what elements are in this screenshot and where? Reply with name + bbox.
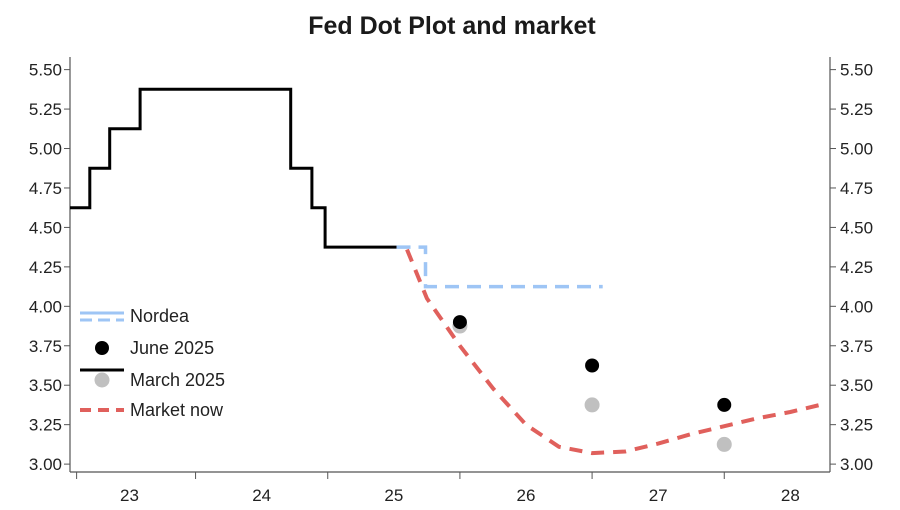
axes: 5.50 5.50 5.25 5.25 5.00 5.00 4.75 4.75 4.50 4.50… — [29, 57, 873, 505]
x-tick-label: 24 — [252, 486, 271, 505]
y-tick-label-right: 3.25 — [840, 416, 873, 435]
x-tick-label: 23 — [120, 486, 139, 505]
y-tick-label-left: 3.50 — [29, 376, 62, 395]
plot-series — [70, 87, 824, 456]
y-tick-label-left: 4.25 — [29, 258, 62, 277]
y-tick-label-right: 5.25 — [840, 100, 873, 119]
june-2025-dot — [452, 315, 467, 330]
y-tick-label-right: 3.75 — [840, 337, 873, 356]
y-tick-label-right: 3.00 — [840, 455, 873, 474]
y-tick-label-right: 3.50 — [840, 376, 873, 395]
legend: Nordea June 2025 March 2025 Market now — [80, 306, 225, 420]
y-tick-label-right: 4.75 — [840, 179, 873, 198]
y-tick-label-left: 4.50 — [29, 218, 62, 237]
june-2025-dot — [585, 358, 600, 373]
y-tick-label-right: 4.25 — [840, 258, 873, 277]
y-tick-label-right: 4.50 — [840, 218, 873, 237]
y-tick-label-right: 5.00 — [840, 140, 873, 159]
x-tick-label: 26 — [517, 486, 536, 505]
series-march-2025-path — [70, 87, 397, 249]
chart-title: Fed Dot Plot and market — [308, 12, 596, 40]
y-tick-label-left: 3.00 — [29, 455, 62, 474]
y-tick-label-left: 4.75 — [29, 179, 62, 198]
y-tick-label-left: 5.25 — [29, 100, 62, 119]
y-tick-label-right: 4.00 — [840, 297, 873, 316]
series-market-now-path — [405, 248, 824, 456]
march-2025-dot — [716, 436, 732, 452]
y-tick-label-left: 3.25 — [29, 416, 62, 435]
legend-june-2025-swatch — [95, 341, 109, 355]
series-nordea-path — [396, 245, 603, 289]
x-tick-label: 28 — [781, 486, 800, 505]
x-tick-label: 27 — [649, 486, 668, 505]
y-tick-label-right: 5.50 — [840, 61, 873, 80]
y-tick-label-left: 3.75 — [29, 337, 62, 356]
march-2025-dot — [584, 397, 600, 413]
y-tick-label-left: 5.50 — [29, 61, 62, 80]
legend-march-2025-swatch — [94, 372, 110, 388]
y-tick-label-left: 4.00 — [29, 297, 62, 316]
june-2025-dot — [717, 397, 732, 412]
legend-label: June 2025 — [130, 338, 214, 358]
legend-label: Nordea — [130, 306, 190, 326]
legend-label: Market now — [130, 400, 224, 420]
legend-label: March 2025 — [130, 370, 225, 390]
y-tick-label-left: 5.00 — [29, 140, 62, 159]
x-tick-label: 25 — [384, 486, 403, 505]
